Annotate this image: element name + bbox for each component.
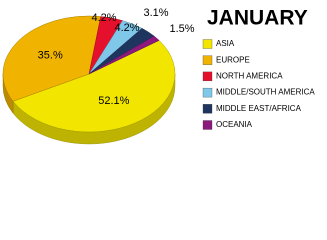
value-label: 35.%	[38, 50, 63, 62]
legend-swatch	[202, 87, 213, 98]
legend-swatch	[202, 71, 213, 82]
value-label: 1.5%	[169, 23, 194, 35]
value-label: 3.1%	[143, 7, 168, 19]
legend-swatch	[202, 120, 213, 130]
legend-label: OCEANIA	[216, 120, 253, 129]
legend-swatch	[202, 39, 213, 49]
legend-label: MIDDLE EAST/AFRICA	[216, 104, 302, 113]
chart: JANUARY 52.1% 35.% 4.2%4.2% 3.1%1.5% ASIA EUR…	[2, 7, 315, 145]
slice	[2, 15, 102, 102]
value-label: 4.2%	[114, 22, 139, 34]
chart-title: JANUARY	[207, 7, 308, 30]
legend-label: NORTH AMERICA	[216, 72, 283, 81]
legend-swatch	[202, 104, 213, 114]
legend-label: ASIA	[216, 39, 235, 48]
legend-swatch	[202, 55, 213, 65]
legend-label: EUROPE	[216, 55, 250, 64]
page: {"chart_data": {"type": "pie", "title": …	[2, 6, 316, 145]
value-label: 52.1%	[98, 95, 129, 107]
value-label: 4.2%	[91, 12, 116, 24]
legend-label: MIDDLE/SOUTH AMERICA	[216, 88, 315, 97]
slice	[88, 35, 160, 75]
slice	[12, 40, 176, 133]
